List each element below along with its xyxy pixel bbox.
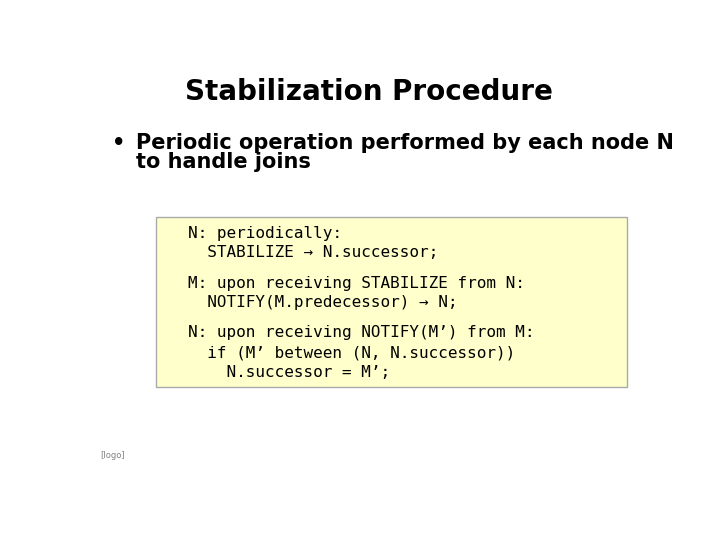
Text: N: periodically:: N: periodically: (188, 226, 342, 241)
Text: to handle joins: to handle joins (136, 152, 310, 172)
Text: [logo]: [logo] (100, 451, 125, 460)
FancyBboxPatch shape (156, 217, 627, 387)
Text: if (M’ between (N, N.successor)): if (M’ between (N, N.successor)) (188, 345, 515, 360)
Text: N: upon receiving NOTIFY(M’) from M:: N: upon receiving NOTIFY(M’) from M: (188, 326, 534, 341)
Text: Stabilization Procedure: Stabilization Procedure (185, 78, 553, 106)
Text: NOTIFY(M.predecessor) → N;: NOTIFY(M.predecessor) → N; (188, 295, 457, 310)
Text: N.successor = M’;: N.successor = M’; (188, 364, 390, 380)
Text: M: upon receiving STABILIZE from N:: M: upon receiving STABILIZE from N: (188, 275, 525, 291)
Text: Periodic operation performed by each node N: Periodic operation performed by each nod… (136, 133, 674, 153)
Text: STABILIZE → N.successor;: STABILIZE → N.successor; (188, 245, 438, 260)
Text: •: • (112, 133, 126, 153)
